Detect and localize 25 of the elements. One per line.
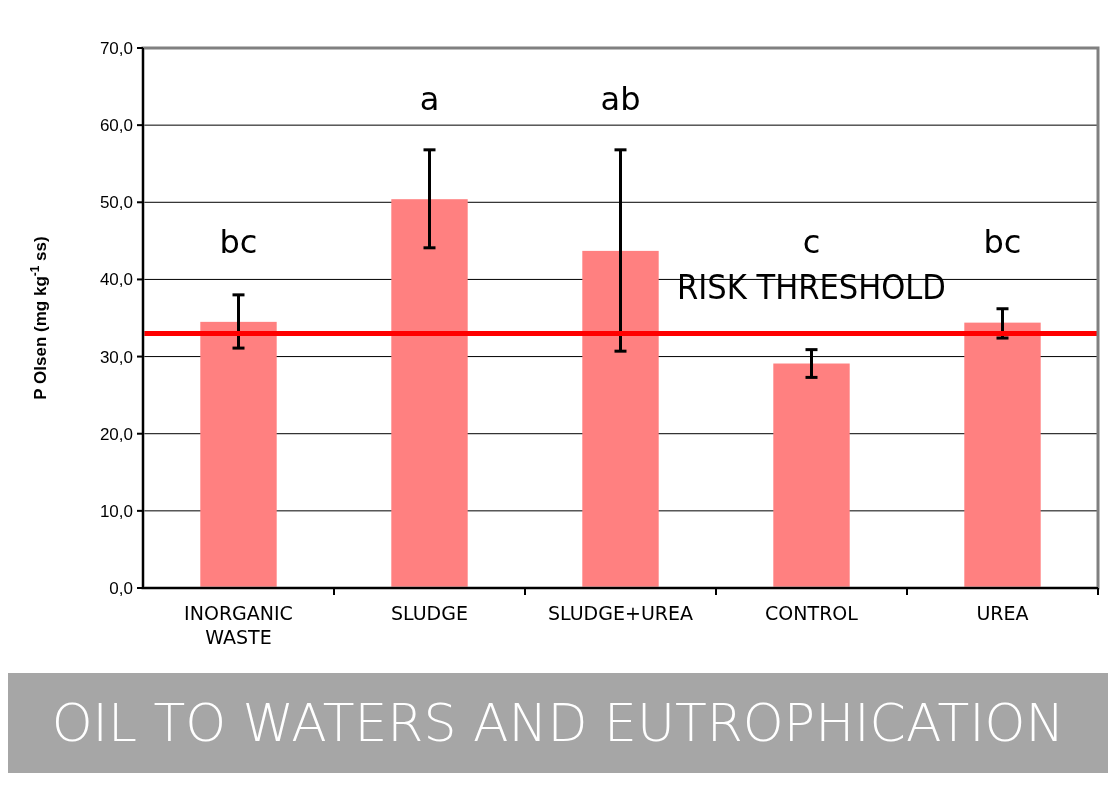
annotation: bc [983,223,1022,262]
y-tick-label: 60,0 [99,116,133,136]
bar [582,250,659,588]
text: OIL TO WATERS AND EUTROPHICATION [51,693,1065,754]
y-tick-label: 40,0 [99,270,133,290]
x-tick-label: SLUDGE [391,602,468,624]
annotation: ab [600,79,641,118]
x-tick-label: INORGANIC WASTE [184,602,293,648]
bar [200,321,277,588]
ref-line-label: RISK THRESHOLD [677,267,946,308]
bar [773,363,850,588]
y-tick-label: 30,0 [99,347,133,367]
annotation: c [802,223,821,262]
x-tick-label: UREA [976,602,1029,624]
x-tick-label: CONTROL [765,602,859,624]
bar [964,322,1041,588]
annotation: a [419,79,440,118]
y-tick-label: 10,0 [99,501,133,521]
annotation: bc [219,223,258,262]
x-tick-label: SLUDGE+UREA [548,602,693,624]
y-tick-label: 50,0 [99,193,133,213]
bar [391,199,468,588]
y-tick-label: 70,0 [99,38,133,58]
y-tick-label: 0,0 [109,578,133,598]
y-tick-label: 20,0 [99,424,133,444]
